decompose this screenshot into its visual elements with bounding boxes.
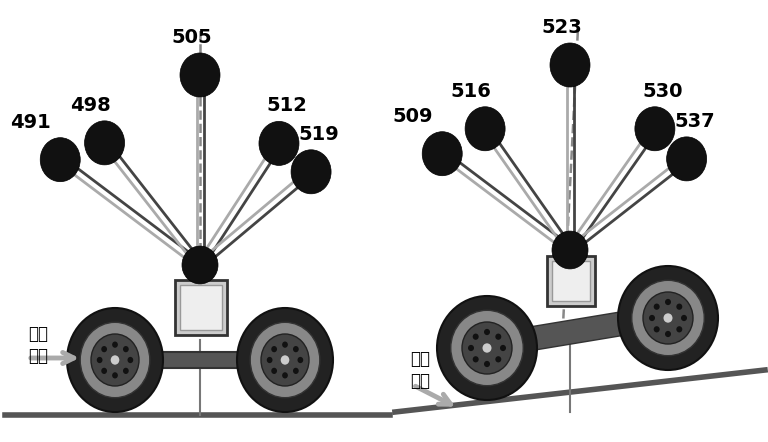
Text: 498: 498 [70, 96, 111, 115]
Ellipse shape [482, 343, 492, 353]
Ellipse shape [667, 137, 707, 181]
Ellipse shape [112, 372, 118, 378]
Ellipse shape [91, 334, 139, 386]
Ellipse shape [259, 122, 299, 165]
Text: 519: 519 [299, 125, 339, 144]
Bar [77, 352, 303, 368]
Ellipse shape [127, 357, 133, 363]
Ellipse shape [67, 308, 163, 412]
Ellipse shape [472, 356, 478, 362]
Ellipse shape [112, 342, 118, 348]
Ellipse shape [654, 326, 660, 332]
Ellipse shape [123, 368, 129, 374]
Ellipse shape [550, 43, 590, 87]
Ellipse shape [97, 357, 102, 363]
Text: 523: 523 [541, 18, 582, 37]
Ellipse shape [123, 346, 129, 352]
Ellipse shape [681, 315, 687, 321]
Bar [547, 256, 595, 306]
Ellipse shape [462, 322, 512, 374]
Ellipse shape [101, 368, 107, 374]
Ellipse shape [665, 299, 671, 305]
Ellipse shape [664, 313, 673, 323]
Ellipse shape [632, 280, 704, 356]
Bar [175, 280, 227, 335]
Ellipse shape [40, 137, 80, 182]
Ellipse shape [111, 355, 119, 365]
Ellipse shape [552, 231, 588, 269]
Ellipse shape [500, 345, 506, 351]
Ellipse shape [665, 331, 671, 337]
Ellipse shape [468, 345, 474, 351]
Ellipse shape [266, 357, 273, 363]
Ellipse shape [180, 53, 220, 97]
Ellipse shape [293, 368, 299, 374]
Ellipse shape [282, 372, 288, 378]
Ellipse shape [293, 346, 299, 352]
Ellipse shape [422, 132, 462, 176]
Ellipse shape [271, 346, 277, 352]
Ellipse shape [80, 322, 150, 398]
Ellipse shape [437, 296, 537, 400]
Ellipse shape [484, 329, 490, 335]
Ellipse shape [635, 107, 675, 151]
Ellipse shape [495, 334, 502, 340]
Ellipse shape [280, 355, 290, 365]
Ellipse shape [271, 368, 277, 374]
Ellipse shape [472, 334, 478, 340]
Text: 530: 530 [643, 82, 684, 101]
Text: 491: 491 [10, 113, 51, 132]
Ellipse shape [237, 308, 333, 412]
Ellipse shape [465, 107, 505, 151]
Ellipse shape [84, 121, 124, 165]
Ellipse shape [451, 310, 523, 386]
Ellipse shape [618, 266, 718, 370]
Ellipse shape [643, 292, 693, 344]
Ellipse shape [282, 342, 288, 348]
Text: 537: 537 [674, 112, 715, 131]
Ellipse shape [677, 326, 682, 332]
Bar [552, 261, 590, 301]
Ellipse shape [297, 357, 303, 363]
Text: 주행
방향: 주행 방향 [28, 325, 48, 365]
Text: 505: 505 [172, 28, 212, 47]
Text: 512: 512 [266, 96, 307, 115]
Text: 516: 516 [451, 82, 492, 101]
Ellipse shape [495, 356, 502, 362]
Ellipse shape [677, 304, 682, 310]
Text: 주행
방향: 주행 방향 [410, 350, 430, 390]
Ellipse shape [649, 315, 655, 321]
Ellipse shape [182, 246, 218, 284]
Bar [180, 285, 222, 330]
Ellipse shape [291, 150, 331, 194]
Ellipse shape [484, 361, 490, 367]
Ellipse shape [261, 334, 309, 386]
Ellipse shape [101, 346, 107, 352]
Ellipse shape [250, 322, 319, 398]
Text: 509: 509 [392, 107, 432, 126]
Ellipse shape [654, 304, 660, 310]
